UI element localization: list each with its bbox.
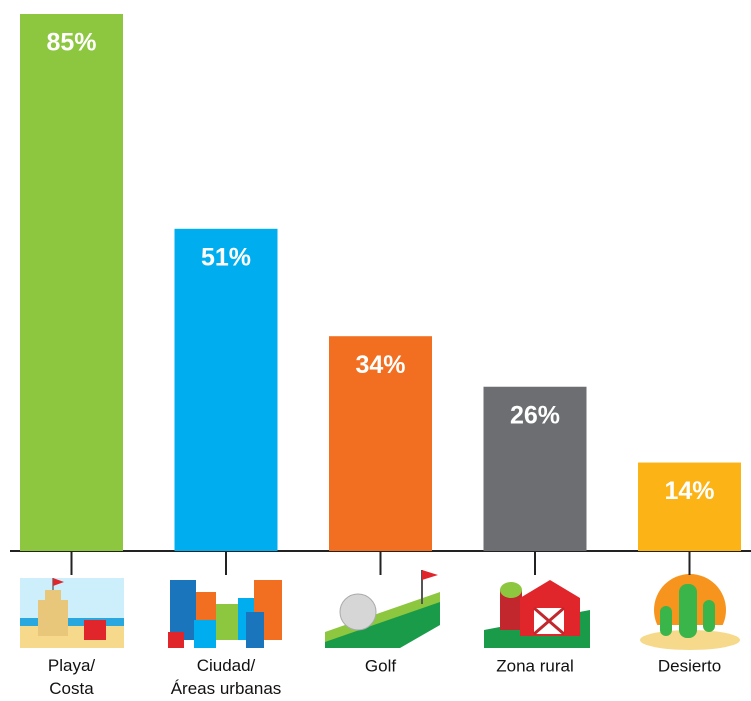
golf-icon (325, 570, 440, 648)
farm-icon (484, 580, 590, 648)
icons (20, 570, 740, 650)
category-label: Ciudad/Áreas urbanas (171, 656, 282, 698)
bar (638, 463, 741, 551)
value-label: 26% (510, 401, 560, 429)
value-label: 85% (46, 29, 96, 57)
city-icon (168, 580, 282, 648)
category-label: Golf (365, 656, 396, 675)
category-label: Zona rural (496, 656, 573, 675)
value-label: 34% (355, 351, 405, 379)
desert-icon (640, 574, 740, 650)
category-label: Desierto (658, 656, 721, 675)
beach-icon (20, 578, 124, 648)
bar (175, 229, 278, 551)
value-label: 51% (201, 243, 251, 271)
value-label: 14% (664, 477, 714, 505)
chart: 85% Playa/Costa 51% Ciudad/Áreas urbanas 34%… (0, 0, 751, 701)
bar (20, 14, 123, 551)
category-label: Playa/Costa (48, 656, 96, 698)
